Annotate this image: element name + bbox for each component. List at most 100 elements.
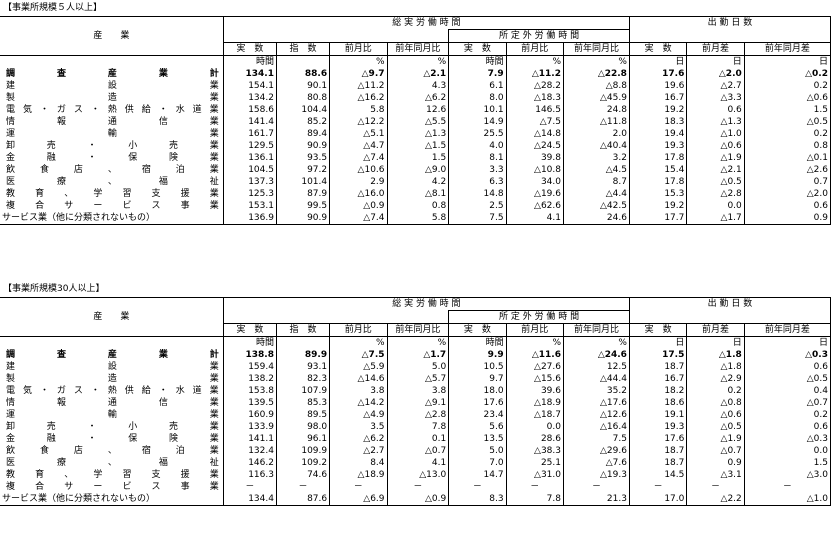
industry-name-char: 計 bbox=[209, 349, 219, 360]
cell-value: △2.2 bbox=[686, 493, 745, 506]
row-industry-name: 電気・ガス・熱供給・水道業 bbox=[0, 104, 224, 116]
cell-value: 5.0 bbox=[448, 445, 507, 457]
cell-value: 8.1 bbox=[448, 152, 507, 164]
industry-name-char: 育 bbox=[35, 469, 45, 480]
cell-value: △9.0 bbox=[387, 164, 450, 176]
cell-value: 0.0 bbox=[744, 445, 832, 457]
industry-name-chars: 製造業 bbox=[2, 93, 221, 104]
cell-value: 24.6 bbox=[563, 212, 630, 225]
industry-name-char: 業 bbox=[209, 469, 219, 480]
cell-value: 19.2 bbox=[629, 104, 688, 116]
cell-value: 137.3 bbox=[223, 176, 277, 188]
cell-value: △8.1 bbox=[387, 188, 450, 200]
industry-name-char: 医 bbox=[6, 457, 16, 468]
industry-name-char: 習 bbox=[122, 188, 132, 199]
industry-name-char: 金 bbox=[6, 152, 16, 163]
cell-value: 0.8 bbox=[387, 200, 450, 212]
table-row: 運 輸 業 160.9 89.5 △4.9 △2.8 23.4 △18.7 △12.6 19.1 △0… bbox=[0, 409, 832, 421]
table-row: 調査産業計 134.1 88.6 △9.7 △2.1 7.9 △11.2 △22.8 17.6 △… bbox=[0, 68, 832, 80]
industry-name-char: 学 bbox=[93, 188, 103, 199]
cell-value: △0.9 bbox=[329, 200, 388, 212]
industry-name-char: 業 bbox=[209, 128, 219, 139]
cell-value: △6.2 bbox=[387, 92, 450, 104]
industry-name-char: 水 bbox=[175, 385, 185, 396]
cell-value: 3.8 bbox=[329, 385, 388, 397]
cell-value: 158.6 bbox=[223, 104, 277, 116]
cell-value: 2.9 bbox=[329, 176, 388, 188]
cell-value: △15.6 bbox=[506, 373, 565, 385]
industry-name-char: 保 bbox=[128, 433, 138, 444]
industry-name-char: 運 bbox=[6, 128, 16, 139]
cell-value: 90.9 bbox=[276, 140, 331, 152]
unit-blank bbox=[0, 336, 224, 349]
cell-value: 5.8 bbox=[329, 104, 388, 116]
cell-value: 88.6 bbox=[276, 68, 331, 80]
cell-value: 17.0 bbox=[629, 493, 688, 506]
industry-name-char: 報 bbox=[56, 116, 66, 127]
industry-name-char: ・ bbox=[87, 433, 97, 444]
cell-value: △1.3 bbox=[686, 116, 745, 128]
industry-name-char: 宿 bbox=[141, 164, 151, 175]
industry-name-char: 道 bbox=[192, 385, 202, 396]
cell-value: 161.7 bbox=[223, 128, 277, 140]
cell-value: △2.0 bbox=[686, 68, 745, 80]
cell-value: 0.9 bbox=[744, 212, 832, 225]
industry-name-char: 業 bbox=[209, 445, 219, 456]
cell-value: 99.5 bbox=[276, 200, 331, 212]
industry-name-char: ビ bbox=[122, 481, 132, 492]
industry-name-char: 通 bbox=[107, 116, 117, 127]
industry-name-char: ・ bbox=[90, 385, 100, 396]
industry-name-char: 給 bbox=[141, 385, 151, 396]
industry-name-chars: 教 育 、 学 習 支 援 業 bbox=[2, 470, 221, 481]
header-mom: 前月比 bbox=[506, 323, 565, 337]
header-yoy: 前年同月比 bbox=[387, 42, 450, 56]
industry-name-char: 事 bbox=[180, 200, 190, 211]
industry-name-char: 泊 bbox=[175, 445, 185, 456]
industry-name-char: 卸 bbox=[6, 140, 16, 151]
industry-name-char: 支 bbox=[151, 469, 161, 480]
table-row: 製 造 業 138.2 82.3 △14.6 △5.7 9.7 △15.6 △44.4 16.7 △2… bbox=[0, 373, 832, 385]
industry-name-char: 業 bbox=[209, 104, 219, 115]
cell-value: △17.6 bbox=[563, 397, 630, 409]
industry-name-char: 供 bbox=[124, 385, 134, 396]
cell-value: 153.8 bbox=[223, 385, 277, 397]
cell-value: △2.8 bbox=[387, 409, 450, 421]
unit-label: % bbox=[563, 55, 630, 68]
cell-value: 14.5 bbox=[629, 469, 688, 481]
industry-name-char: 小 bbox=[128, 421, 138, 432]
cell-value: 28.6 bbox=[506, 433, 565, 445]
industry-name-char: 保 bbox=[128, 152, 138, 163]
row-industry-name: 調査産業計 bbox=[0, 349, 224, 361]
cell-value: △0.2 bbox=[744, 68, 832, 80]
table-row: 医 療 、 福 祉 146.2 109.2 8.4 4.1 7.0 25.1 △7.6 18.7 0.9 1… bbox=[0, 457, 832, 469]
industry-name-char: 育 bbox=[35, 188, 45, 199]
header-industry: 産 業 bbox=[0, 297, 224, 337]
cell-value: 5.8 bbox=[387, 212, 450, 225]
cell-value: △8.8 bbox=[563, 80, 630, 92]
header-mom: 前月比 bbox=[506, 42, 565, 56]
cell-value: 104.5 bbox=[223, 164, 277, 176]
cell-value: △18.7 bbox=[506, 409, 565, 421]
cell-value: 3.3 bbox=[448, 164, 507, 176]
cell-value: 0.7 bbox=[744, 176, 832, 188]
cell-value: 154.1 bbox=[223, 80, 277, 92]
cell-value: 104.4 bbox=[276, 104, 331, 116]
cell-value: 5.0 bbox=[387, 361, 450, 373]
cell-value: △7.5 bbox=[329, 349, 388, 361]
industry-name-char: 建 bbox=[6, 80, 16, 91]
cell-value: 7.5 bbox=[563, 433, 630, 445]
cell-value: △0.6 bbox=[686, 140, 745, 152]
unit-label: % bbox=[329, 336, 388, 349]
cell-value: △18.9 bbox=[506, 397, 565, 409]
row-industry-name: 電気・ガス・熱供給・水道業 bbox=[0, 385, 224, 397]
industry-name-char: ガ bbox=[56, 104, 66, 115]
cell-value: △14.2 bbox=[329, 397, 388, 409]
industry-name-char: 信 bbox=[158, 397, 168, 408]
industry-name-char: 報 bbox=[56, 397, 66, 408]
cell-value: △5.1 bbox=[329, 128, 388, 140]
cell-value: － bbox=[686, 481, 745, 493]
industry-name-char: 祉 bbox=[209, 176, 219, 187]
cell-value: 138.8 bbox=[223, 349, 277, 361]
cell-value: △27.6 bbox=[506, 361, 565, 373]
cell-value: 8.3 bbox=[448, 493, 507, 506]
